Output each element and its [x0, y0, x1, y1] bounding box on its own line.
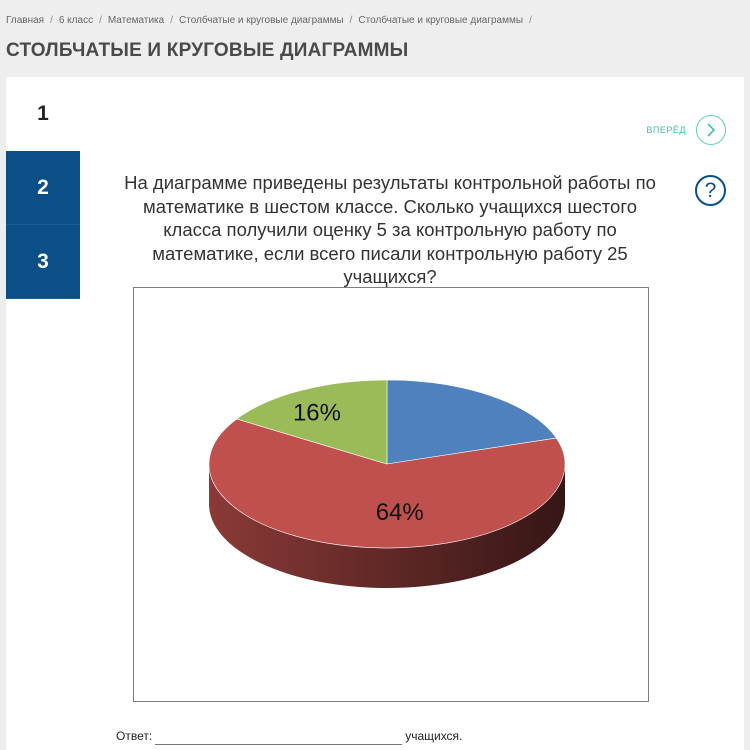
- pie-slice-3: [236, 379, 388, 465]
- step-3-tab[interactable]: 3: [6, 225, 80, 299]
- question-text: На диаграмме приведены результаты контро…: [124, 172, 656, 287]
- answer-label: Ответ:: [116, 729, 153, 743]
- page-title: СТОЛБЧАТЫЕ И КРУГОВЫЕ ДИАГРАММЫ: [6, 40, 409, 61]
- chevron-right-icon: [696, 115, 726, 145]
- task-card: 1 2 3 ВПЕРЁД ? На диаграмме приведены ре…: [6, 77, 744, 750]
- breadcrumb-separator: /: [99, 15, 102, 26]
- breadcrumb-item[interactable]: Столбчатые и круговые диаграммы: [358, 15, 524, 26]
- breadcrumb-item[interactable]: Главная: [6, 15, 45, 26]
- help-button[interactable]: ?: [695, 175, 726, 206]
- step-2-tab[interactable]: 2: [6, 151, 80, 225]
- breadcrumb-separator: /: [170, 15, 173, 26]
- pie-data-label: 16%: [293, 399, 341, 426]
- answer-input[interactable]: [155, 727, 403, 745]
- breadcrumb-separator: /: [529, 15, 532, 26]
- breadcrumb-item[interactable]: Математика: [107, 15, 165, 26]
- pie-slice-2: [208, 418, 566, 549]
- answer-suffix: учащихся.: [405, 729, 463, 743]
- breadcrumb-separator: /: [349, 15, 353, 26]
- pie-slice-side-2: [209, 464, 565, 588]
- step-1-tab[interactable]: 1: [6, 77, 80, 151]
- pie-data-label: 64%: [376, 499, 424, 526]
- breadcrumb-separator: /: [50, 15, 53, 26]
- answer-row: Ответ: учащихся.: [116, 727, 462, 745]
- next-label: ВПЕРЁД: [646, 125, 686, 135]
- pie-chart-svg: 64% 16%: [208, 379, 566, 588]
- step-list: 1 2 3: [6, 77, 80, 299]
- next-button[interactable]: ВПЕРЁД: [646, 115, 726, 145]
- breadcrumb: Главная / 6 класс / Математика / Столбчатые и …: [6, 15, 538, 26]
- breadcrumb-item[interactable]: Столбчатые и круговые диаграммы: [179, 15, 344, 26]
- pie-slice-1: [386, 379, 557, 465]
- pie-chart: 64% 16%: [133, 287, 649, 702]
- breadcrumb-item[interactable]: 6 класс: [58, 15, 94, 26]
